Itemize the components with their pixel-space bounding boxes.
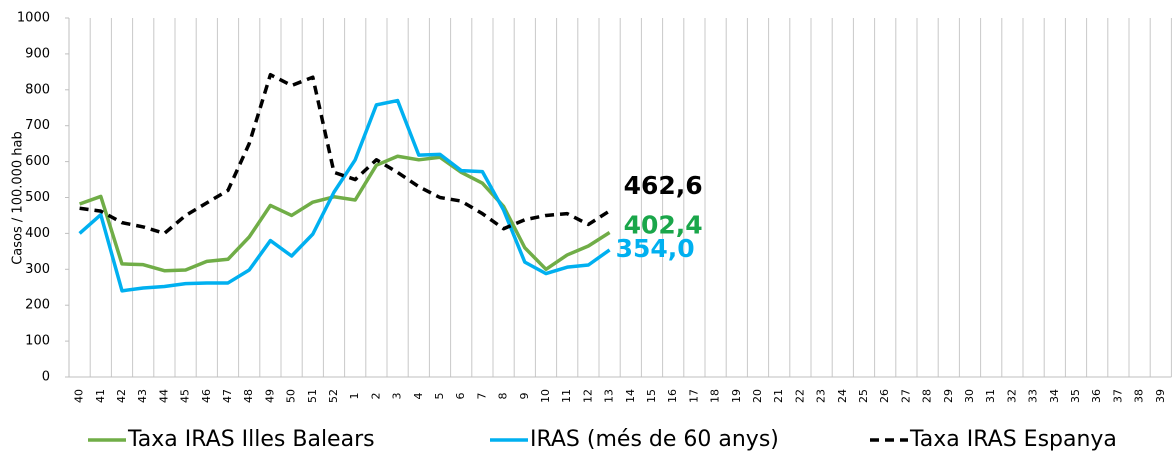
y-tick-label: 200 [25,298,50,313]
x-tick-label: 51 [306,389,319,403]
x-tick-label: 25 [857,389,870,403]
y-tick-label: 1000 [17,11,50,26]
legend-label: IRAS (més de 60 anys) [530,427,779,452]
data-label: 462,6 [624,171,703,200]
x-tick-label: 49 [263,389,276,403]
x-tick-label: 40 [73,389,86,403]
x-tick-label: 21 [772,389,785,403]
x-tick-label: 45 [179,389,192,403]
x-tick-label: 30 [963,389,976,403]
x-tick-label: 15 [645,389,658,403]
x-tick-label: 52 [327,389,340,403]
x-tick-label: 9 [518,393,531,400]
x-tick-label: 11 [560,389,573,403]
x-tick-label: 46 [200,389,213,403]
series-line [78,98,611,293]
x-tick-label: 42 [115,389,128,403]
y-tick-label: 300 [25,262,50,277]
x-tick-label: 22 [793,389,806,403]
x-tick-label: 19 [730,389,743,403]
x-tick-label: 48 [242,389,255,403]
y-tick-label: 500 [25,190,50,205]
legend-item: Taxa IRAS Espanya [870,427,1117,452]
x-tick-label: 37 [1111,389,1124,403]
x-tick-label: 7 [475,393,488,400]
x-tick-label: 16 [666,389,679,403]
data-label: 354,0 [616,234,695,263]
y-tick-label: 0 [42,370,50,385]
x-tick-label: 23 [815,389,828,403]
x-tick-label: 18 [709,389,722,403]
x-tick-label: 31 [984,389,997,403]
x-tick-label: 32 [1005,389,1018,403]
x-tick-label: 47 [221,389,234,403]
x-tick-label: 27 [899,389,912,403]
x-tick-label: 26 [878,389,891,403]
x-tick-label: 10 [539,389,552,403]
x-tick-label: 5 [433,393,446,400]
x-tick-label: 35 [1069,389,1082,403]
y-tick-label: 700 [25,118,50,133]
x-tick-label: 50 [285,389,298,403]
x-tick-label: 24 [836,389,849,403]
y-axis-label: Casos / 100.000 hab [11,131,26,265]
y-tick-label: 900 [25,46,50,61]
x-tick-label: 29 [942,389,955,403]
y-tick-label: 800 [25,82,50,97]
data-label: 402,4 [624,211,703,240]
x-tick-label: 39 [1154,389,1167,403]
x-tick-label: 12 [581,389,594,403]
x-tick-label: 34 [1048,389,1061,403]
x-tick-label: 3 [391,393,404,400]
legend-label: Taxa IRAS Espanya [909,427,1117,452]
series-line [79,154,611,273]
x-tick-label: 8 [497,393,510,400]
x-tick-label: 4 [412,393,425,400]
legend-label: Taxa IRAS Illes Balears [127,427,375,452]
x-tick-label: 13 [603,389,616,403]
y-tick-label: 400 [25,226,50,241]
series-line [79,72,611,236]
x-tick-label: 44 [157,389,170,403]
y-tick-label: 600 [25,154,50,169]
legend-item: Taxa IRAS Illes Balears [88,427,375,452]
x-tick-label: 17 [687,389,700,403]
y-tick-label: 100 [25,334,50,349]
legend-item: IRAS (més de 60 anys) [490,427,779,452]
x-tick-label: 41 [94,389,107,403]
x-tick-label: 36 [1090,389,1103,403]
x-tick-label: 38 [1133,389,1146,403]
x-tick-label: 20 [751,389,764,403]
x-tick-label: 1 [348,393,361,400]
x-tick-label: 2 [369,393,382,400]
x-tick-label: 28 [921,389,934,403]
x-tick-label: 33 [1027,389,1040,403]
x-tick-label: 14 [624,389,637,403]
x-tick-label: 43 [136,389,149,403]
x-tick-label: 6 [454,393,467,400]
